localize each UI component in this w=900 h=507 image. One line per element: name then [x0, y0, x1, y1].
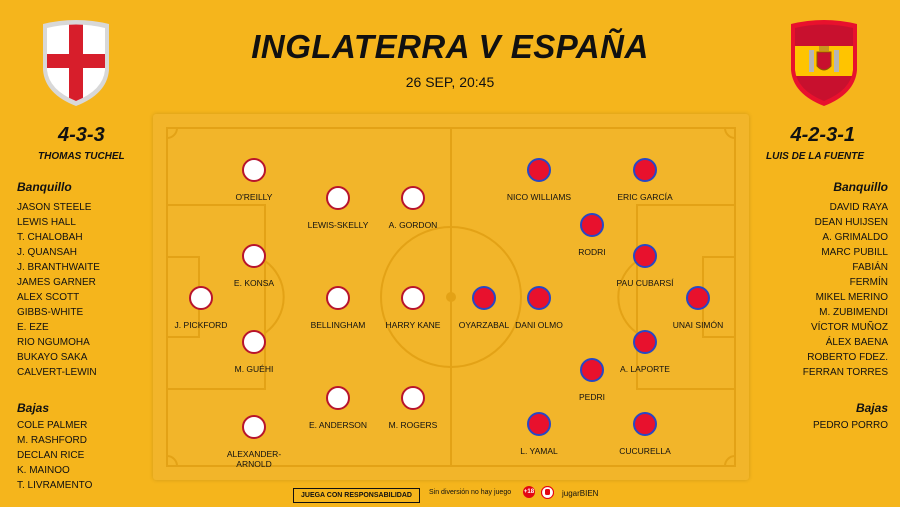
list-item: ROBERTO FDEZ.: [807, 352, 888, 363]
list-item: J. BRANTHWAITE: [17, 262, 100, 273]
list-item: DAVID RAYA: [829, 202, 888, 213]
spain-bench-heading: Banquillo: [833, 180, 888, 194]
list-item: GIBBS-WHITE: [17, 307, 84, 318]
list-item: RIO NGUMOHA: [17, 337, 90, 348]
player-marker-england[interactable]: [401, 386, 425, 410]
list-item: JASON STEELE: [17, 202, 92, 213]
player-marker-england[interactable]: [242, 244, 266, 268]
pitch-lines: [166, 127, 736, 467]
player-name: ERIC GARCÍA: [617, 192, 673, 202]
england-bench-heading: Banquillo: [17, 180, 72, 194]
list-item: CALVERT-LEWIN: [17, 367, 97, 378]
player-marker-england[interactable]: [189, 286, 213, 310]
player-marker-spain[interactable]: [633, 244, 657, 268]
player-name: DANI OLMO: [515, 320, 563, 330]
player-marker-spain[interactable]: [686, 286, 710, 310]
player-name: LEWIS-SKELLY: [307, 220, 369, 230]
england-bench-list: JASON STEELE LEWIS HALL T. CHALOBAH J. Q…: [17, 200, 100, 380]
spain-absences-list: PEDRO PORRO: [813, 418, 888, 433]
england-absences-heading: Bajas: [17, 401, 50, 415]
player-name: M. ROGERS: [388, 420, 438, 430]
list-item: FERRAN TORRES: [802, 367, 888, 378]
spain-coach: LUIS DE LA FUENTE: [766, 151, 864, 162]
list-item: FABIÁN: [852, 262, 888, 273]
player-marker-england[interactable]: [326, 286, 350, 310]
player-marker-spain[interactable]: [633, 158, 657, 182]
list-item: MARC PUBILL: [821, 247, 888, 258]
spain-crest-icon: [787, 18, 861, 108]
player-name: A. GORDON: [388, 220, 438, 230]
player-name: E. KONSA: [233, 278, 275, 288]
list-item: T. LIVRAMENTO: [17, 480, 93, 491]
player-marker-england[interactable]: [401, 286, 425, 310]
hand-logo-icon: [540, 485, 555, 500]
player-marker-england[interactable]: [242, 415, 266, 439]
player-name: NICO WILLIAMS: [506, 192, 572, 202]
england-absences-list: COLE PALMER M. RASHFORD DECLAN RICE K. M…: [17, 418, 92, 493]
player-name: PAU CUBARSÍ: [616, 278, 674, 288]
list-item: T. CHALOBAH: [17, 232, 83, 243]
player-marker-spain[interactable]: [472, 286, 496, 310]
list-item: PEDRO PORRO: [812, 420, 888, 431]
list-item: BUKAYO SAKA: [17, 352, 88, 363]
player-name: RODRI: [578, 247, 606, 257]
player-marker-england[interactable]: [242, 330, 266, 354]
england-coach: THOMAS TUCHEL: [38, 151, 125, 162]
brand-logo: jugarBIEN: [562, 489, 599, 498]
england-formation: 4-3-3: [58, 124, 105, 146]
list-item: VÍCTOR MUÑOZ: [810, 322, 888, 333]
match-datetime: 26 SEP, 20:45: [405, 74, 495, 90]
list-item: M. RASHFORD: [17, 435, 87, 446]
list-item: LEWIS HALL: [17, 217, 76, 228]
list-item: JAMES GARNER: [17, 277, 96, 288]
spain-absences-heading: Bajas: [855, 401, 888, 415]
player-name: CUCURELLA: [619, 446, 671, 456]
list-item: ALEX SCOTT: [17, 292, 80, 303]
player-name: J. PICKFORD: [174, 320, 228, 330]
list-item: J. QUANSAH: [17, 247, 78, 258]
player-marker-spain[interactable]: [527, 412, 551, 436]
player-marker-spain[interactable]: [580, 358, 604, 382]
player-name: BELLINGHAM: [310, 320, 366, 330]
england-crest-icon: [39, 18, 113, 108]
player-name: O'REILLY: [235, 192, 273, 202]
list-item: ÁLEX BAENA: [825, 337, 888, 348]
player-name: PEDRI: [579, 392, 605, 402]
player-name: OYARZABAL: [458, 320, 510, 330]
player-marker-england[interactable]: [326, 386, 350, 410]
list-item: M. ZUBIMENDI: [819, 307, 888, 318]
spain-bench-list: DAVID RAYA DEAN HUIJSEN A. GRIMALDO MARC…: [803, 200, 888, 380]
list-item: COLE PALMER: [17, 420, 88, 431]
player-name: E. ANDERSON: [308, 420, 368, 430]
player-name: A. LAPORTE: [620, 364, 670, 374]
player-marker-spain[interactable]: [580, 213, 604, 237]
footer-slogan: Sin diversión no hay juego: [429, 489, 512, 496]
player-name: ALEXANDER-ARNOLD: [226, 449, 282, 469]
list-item: K. MAINOO: [17, 465, 70, 476]
player-name: M. GUÉHI: [234, 364, 274, 374]
player-marker-spain[interactable]: [633, 330, 657, 354]
player-name: HARRY KANE: [385, 320, 441, 330]
list-item: FERMÍN: [849, 277, 888, 288]
list-item: MIKEL MERINO: [815, 292, 888, 303]
player-name: UNAI SIMÓN: [672, 320, 724, 330]
list-item: DEAN HUIJSEN: [814, 217, 888, 228]
player-marker-england[interactable]: [242, 158, 266, 182]
player-marker-spain[interactable]: [633, 412, 657, 436]
age-restriction-badge: +18: [523, 486, 535, 498]
list-item: E. EZE: [17, 322, 49, 333]
responsible-gaming-badge: JUEGA CON RESPONSABILIDAD: [293, 488, 420, 503]
player-marker-spain[interactable]: [527, 158, 551, 182]
list-item: DECLAN RICE: [17, 450, 85, 461]
player-marker-england[interactable]: [401, 186, 425, 210]
spain-formation: 4-2-3-1: [790, 124, 855, 146]
player-marker-england[interactable]: [326, 186, 350, 210]
match-title: INGLATERRA V ESPAÑA: [251, 28, 649, 65]
list-item: A. GRIMALDO: [822, 232, 888, 243]
player-marker-spain[interactable]: [527, 286, 551, 310]
player-name: L. YAMAL: [520, 446, 558, 456]
